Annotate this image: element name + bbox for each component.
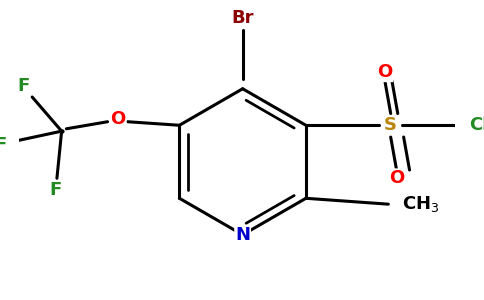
Text: O: O xyxy=(110,110,126,128)
Text: Br: Br xyxy=(231,9,254,27)
Text: CH$_3$: CH$_3$ xyxy=(403,194,440,214)
Text: N: N xyxy=(235,226,250,244)
Text: Cl: Cl xyxy=(469,116,484,134)
Text: O: O xyxy=(377,63,393,81)
Text: F: F xyxy=(0,136,6,154)
Text: S: S xyxy=(384,116,397,134)
Text: F: F xyxy=(50,181,62,199)
Text: O: O xyxy=(389,169,404,187)
Text: F: F xyxy=(18,77,30,95)
